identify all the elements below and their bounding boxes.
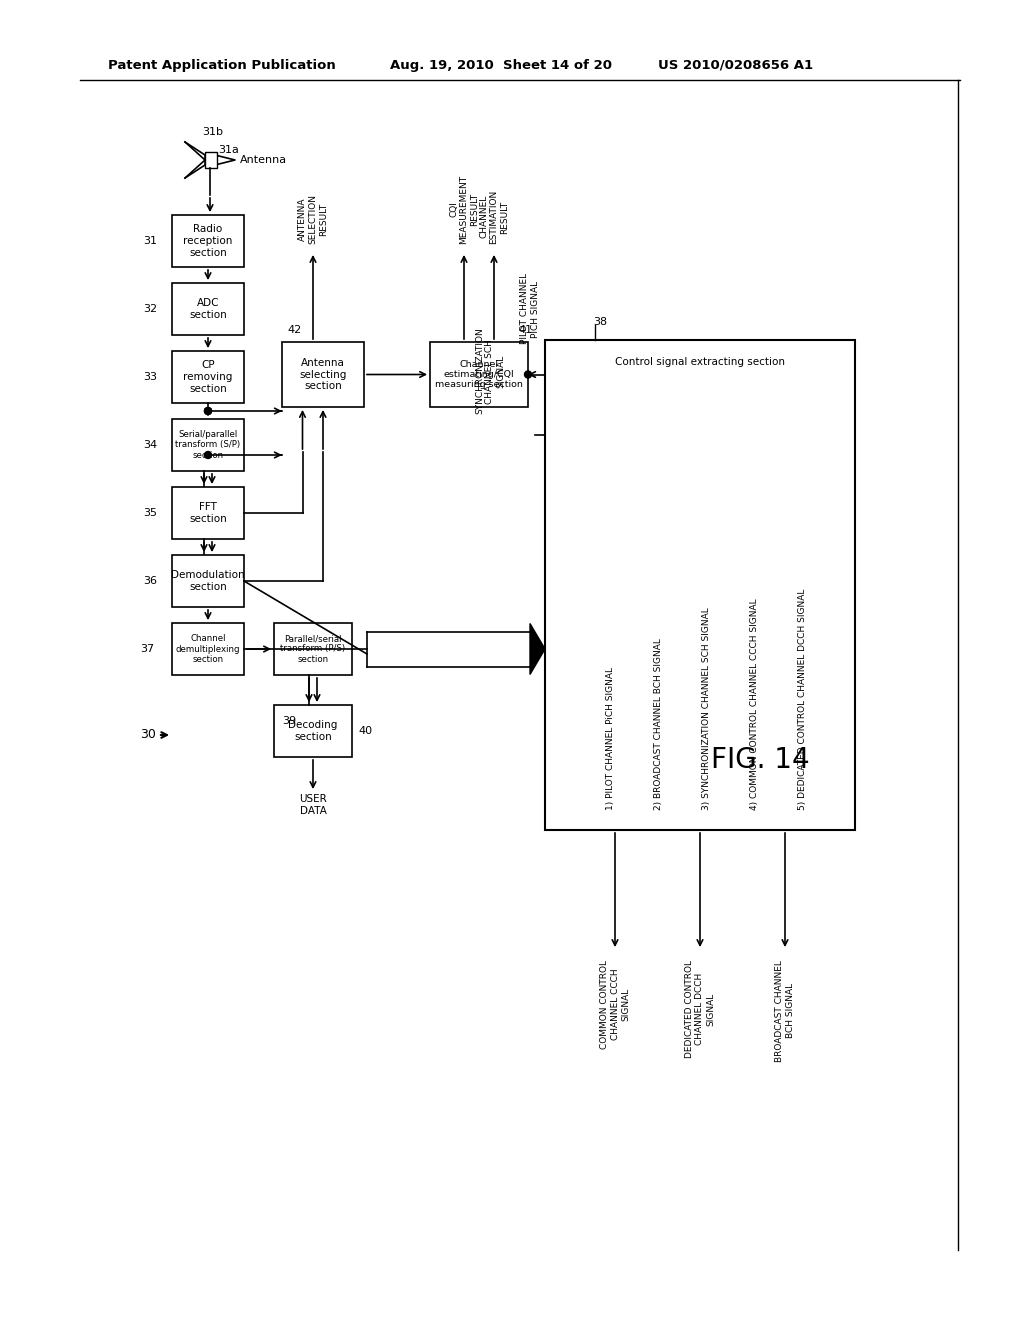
Bar [172,418,244,471]
Text: BROADCAST CHANNEL
BCH SIGNAL: BROADCAST CHANNEL BCH SIGNAL [775,960,795,1061]
Circle shape [205,408,212,414]
Bar [430,342,528,407]
Text: COMMON CONTROL
CHANNEL CCCH
SIGNAL: COMMON CONTROL CHANNEL CCCH SIGNAL [600,960,630,1049]
Text: 2) BROADCAST CHANNEL BCH SIGNAL: 2) BROADCAST CHANNEL BCH SIGNAL [653,638,663,810]
Text: 5) DEDICATED CONTROL CHANNEL DCCH SIGNAL: 5) DEDICATED CONTROL CHANNEL DCCH SIGNAL [798,589,807,810]
Text: 40: 40 [358,726,372,737]
Text: Antenna: Antenna [240,154,287,165]
Text: Channel
estimating/CQI
measuring section: Channel estimating/CQI measuring section [435,359,523,389]
Text: 42: 42 [287,325,301,335]
Circle shape [205,451,212,458]
Text: CHANNEL
ESTIMATION
RESULT: CHANNEL ESTIMATION RESULT [479,190,509,244]
Text: PILOT CHANNEL
PICH SIGNAL: PILOT CHANNEL PICH SIGNAL [520,273,540,345]
Text: Parallel/serial
transform (P/S)
section: Parallel/serial transform (P/S) section [281,634,345,664]
Text: 1) PILOT CHANNEL PiCH SIGNAL: 1) PILOT CHANNEL PiCH SIGNAL [605,667,614,810]
Text: ANTENNA
SELECTION
RESULT: ANTENNA SELECTION RESULT [298,194,328,244]
Bar [274,705,352,756]
Bar [274,623,352,675]
Text: ADC
section: ADC section [189,298,227,319]
Text: FFT
section: FFT section [189,502,227,524]
Text: Decoding
section: Decoding section [289,721,338,742]
Bar [545,341,855,830]
Text: Aug. 19, 2010  Sheet 14 of 20: Aug. 19, 2010 Sheet 14 of 20 [390,58,612,71]
Text: 38: 38 [593,317,607,327]
Text: Control signal extracting section: Control signal extracting section [615,356,785,367]
Bar [205,152,217,168]
Text: Demodulation
section: Demodulation section [171,570,245,591]
Text: 31: 31 [143,236,157,246]
Text: 30: 30 [140,729,156,742]
Circle shape [205,408,212,414]
Polygon shape [530,623,545,675]
Text: CP
removing
section: CP removing section [183,360,232,393]
Text: Channel
demultiplexing
section: Channel demultiplexing section [176,634,241,664]
Text: 37: 37 [140,644,154,653]
Text: SYNCHRONIZATION
CHANNEL SCH
SIGNAL: SYNCHRONIZATION CHANNEL SCH SIGNAL [475,327,505,414]
Text: Antenna
selecting
section: Antenna selecting section [299,358,347,391]
Text: 4) COMMON CONTROL CHANNEL CCCH SIGNAL: 4) COMMON CONTROL CHANNEL CCCH SIGNAL [750,598,759,810]
Bar [172,215,244,267]
Bar [172,282,244,335]
Bar [172,623,244,675]
Bar [172,351,244,403]
Text: CQI
MEASUREMENT
RESULT: CQI MEASUREMENT RESULT [450,174,479,244]
Text: 39: 39 [282,715,296,726]
Bar [282,342,364,407]
Text: 41: 41 [518,325,532,335]
Text: 3) SYNCHRONIZATION CHANNEL SCH SIGNAL: 3) SYNCHRONIZATION CHANNEL SCH SIGNAL [701,607,711,810]
Text: USER
DATA: USER DATA [299,795,327,816]
Text: Patent Application Publication: Patent Application Publication [108,58,336,71]
Text: 35: 35 [143,508,157,517]
Text: 31a: 31a [218,145,239,154]
Text: FIG. 14: FIG. 14 [711,746,809,774]
Text: Serial/parallel
transform (S/P)
section: Serial/parallel transform (S/P) section [175,430,241,459]
Text: US 2010/0208656 A1: US 2010/0208656 A1 [658,58,813,71]
Text: 32: 32 [143,304,157,314]
Text: DEDICATED CONTROL
CHANNEL DCCH
SIGNAL: DEDICATED CONTROL CHANNEL DCCH SIGNAL [685,960,715,1059]
Text: 34: 34 [143,440,157,450]
Circle shape [524,371,531,378]
Bar [172,554,244,607]
Text: 33: 33 [143,372,157,381]
Text: Radio
reception
section: Radio reception section [183,224,232,257]
Text: 36: 36 [143,576,157,586]
Bar [172,487,244,539]
Text: 31b: 31b [202,127,223,137]
